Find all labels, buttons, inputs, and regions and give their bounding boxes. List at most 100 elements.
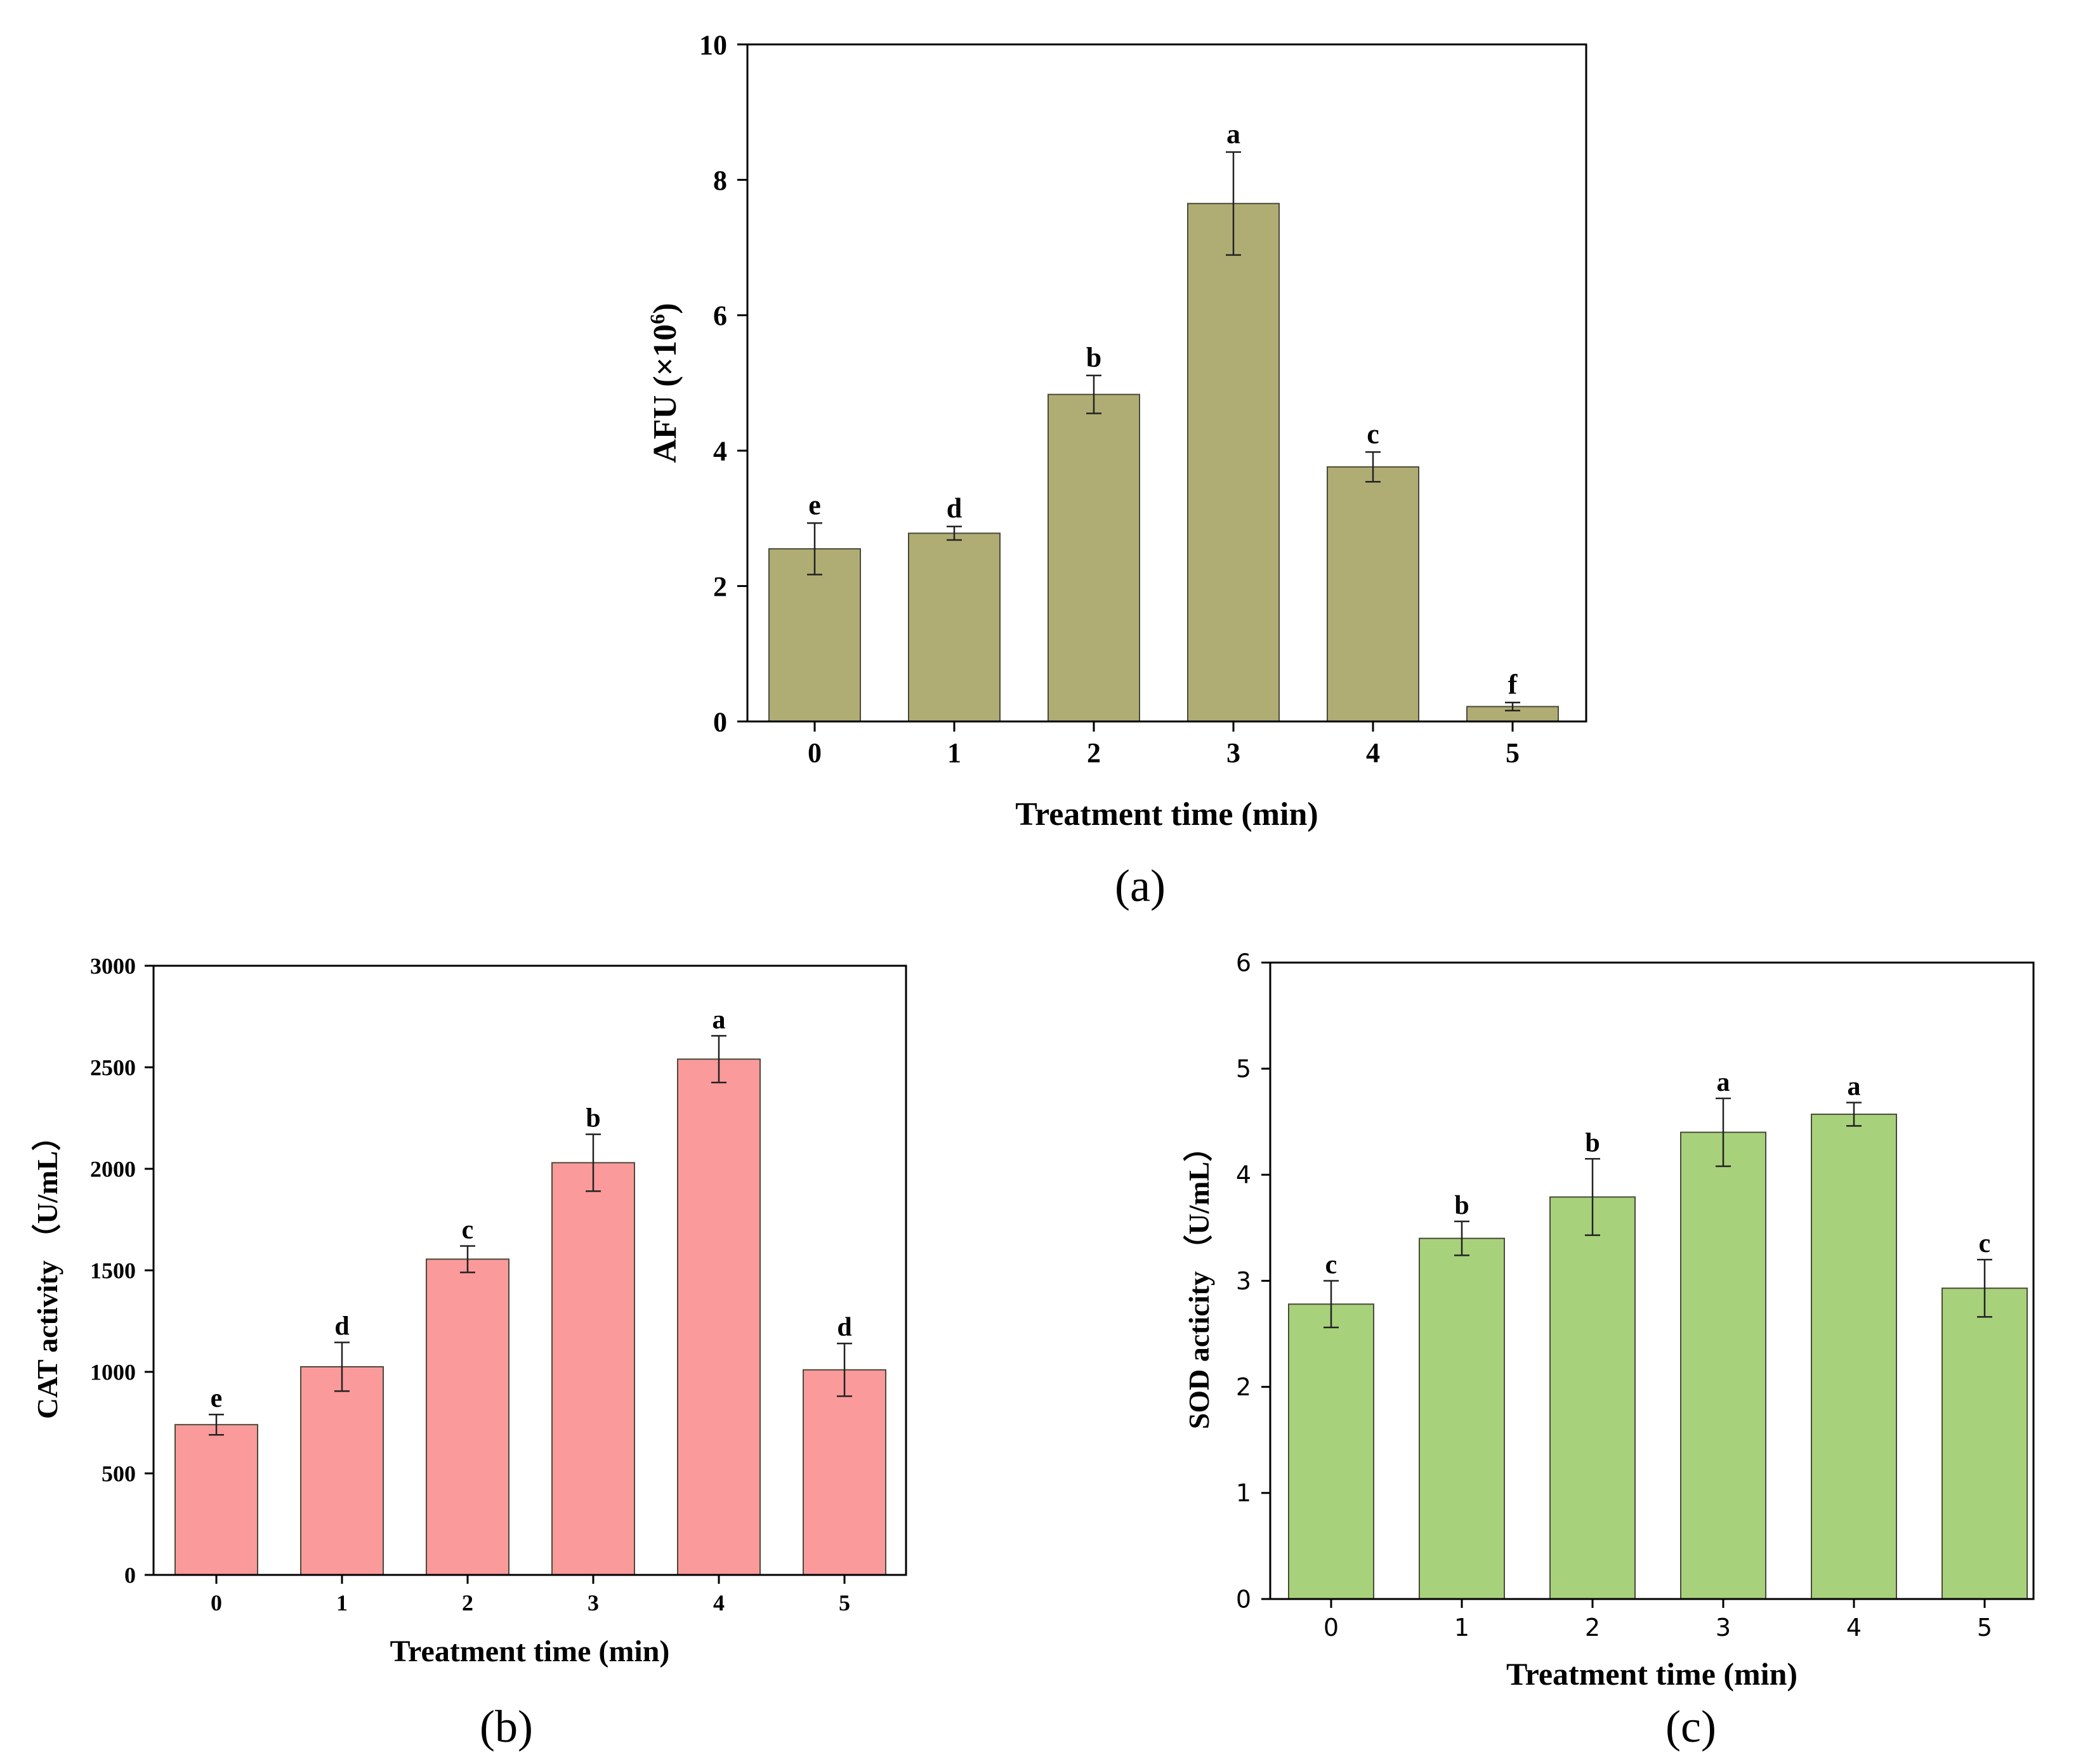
c-y-tick-label: 3 (1236, 1267, 1251, 1295)
b-x-tick-label: 2 (462, 1590, 473, 1616)
b-significance-letter-4: a (713, 1005, 726, 1034)
c-x-tick-label: 3 (1716, 1614, 1731, 1642)
a-bar-2 (1048, 393, 1140, 722)
panel-b-chart: e d c b a d 0 500 1000 1500 2000 2500 3000 0 1 2 3 4 5 Trea… (31, 954, 907, 1752)
c-error-bar-0 (1324, 1280, 1339, 1329)
c-x-tick-label: 5 (1977, 1614, 1992, 1642)
c-bar-3 (1680, 1131, 1766, 1600)
c-significance-letter-4: a (1848, 1072, 1861, 1102)
b-x-tick-label: 5 (839, 1590, 850, 1616)
a-significance-letter-5: f (1508, 669, 1518, 700)
b-y-tick-label: 2500 (90, 1055, 136, 1081)
b-bar-3 (551, 1162, 635, 1576)
a-y-tick-label: 0 (713, 706, 727, 737)
b-y-axis-title: CAT activity （U/mL） (31, 1122, 63, 1419)
c-bar-5 (1941, 1287, 2028, 1600)
c-bar-1 (1419, 1237, 1505, 1600)
b-error-bar-0 (209, 1413, 224, 1436)
a-x-tick-label: 0 (808, 737, 822, 768)
a-x-tick-label: 3 (1226, 737, 1240, 768)
a-y-tick-label: 4 (713, 436, 727, 467)
a-significance-letter-2: b (1086, 342, 1101, 373)
c-y-tick-label: 1 (1236, 1479, 1251, 1507)
a-significance-letter-4: c (1367, 418, 1379, 449)
b-significance-letter-3: b (586, 1104, 600, 1133)
a-y-tick-label: 8 (713, 165, 727, 196)
c-x-tick-label: 4 (1846, 1614, 1862, 1642)
a-bar-0 (768, 548, 861, 722)
a-significance-letter-1: d (947, 493, 962, 524)
c-bar-0 (1288, 1303, 1374, 1600)
c-error-bar-1 (1454, 1220, 1469, 1256)
b-y-tick-label: 1000 (90, 1360, 136, 1385)
b-significance-letter-0: e (211, 1384, 223, 1413)
b-panel-label: (b) (480, 1701, 533, 1752)
c-significance-letter-3: a (1717, 1068, 1730, 1097)
c-significance-letter-5: c (1979, 1229, 1991, 1258)
b-x-axis-title: Treatment time (min) (390, 1635, 670, 1668)
b-significance-letter-2: c (462, 1216, 474, 1245)
c-bar-2 (1549, 1196, 1636, 1600)
a-error-bar-4 (1365, 451, 1381, 483)
b-y-tick-label: 3000 (90, 954, 136, 979)
a-x-tick-label: 4 (1366, 737, 1380, 768)
c-error-bar-2 (1585, 1158, 1600, 1236)
a-significance-letter-3: a (1226, 119, 1240, 150)
b-error-bar-5 (837, 1342, 852, 1397)
c-x-tick-label: 2 (1585, 1614, 1600, 1642)
a-x-tick-label: 1 (947, 737, 961, 768)
a-y-tick-label: 6 (713, 300, 727, 331)
b-error-bar-2 (460, 1245, 475, 1274)
b-x-tick-label: 0 (211, 1590, 222, 1616)
b-y-tick-label: 500 (102, 1461, 136, 1487)
c-significance-letter-2: b (1585, 1128, 1600, 1157)
a-y-tick-label: 10 (699, 29, 727, 60)
a-error-bar-5 (1505, 701, 1520, 712)
b-bar-4 (677, 1058, 761, 1576)
a-error-bar-0 (807, 522, 822, 576)
c-error-bar-3 (1716, 1097, 1731, 1168)
c-error-bar-4 (1846, 1102, 1862, 1127)
c-bar-4 (1811, 1114, 1897, 1600)
a-panel-label: (a) (1115, 860, 1166, 911)
c-significance-letter-0: c (1325, 1251, 1337, 1280)
a-error-bar-3 (1226, 151, 1241, 256)
a-error-bar-1 (947, 525, 962, 541)
a-x-tick-label: 2 (1087, 737, 1101, 768)
panel-a-chart: e d b a c f 0 2 4 6 8 10 0 1 2 3 4 5 Treatment time (min) A… (646, 29, 1587, 911)
b-bar-1 (300, 1366, 384, 1576)
b-y-tick-label: 0 (124, 1563, 136, 1588)
a-plot-frame (746, 43, 1587, 723)
b-error-bar-4 (711, 1035, 726, 1084)
a-significance-letter-0: e (808, 489, 821, 520)
c-y-tick-label: 0 (1236, 1585, 1251, 1613)
b-x-tick-label: 4 (713, 1590, 725, 1616)
b-error-bar-3 (586, 1133, 601, 1192)
b-bar-2 (426, 1258, 509, 1576)
c-y-tick-label: 5 (1236, 1055, 1251, 1083)
b-y-tick-label: 1500 (90, 1258, 136, 1284)
c-x-tick-label: 0 (1324, 1614, 1339, 1642)
c-x-axis-title: Treatment time (min) (1506, 1656, 1797, 1692)
a-bar-3 (1187, 202, 1280, 722)
a-y-axis-title: AFU (×106) (646, 303, 683, 463)
c-y-tick-label: 4 (1236, 1161, 1251, 1189)
b-significance-letter-5: d (837, 1313, 851, 1342)
c-y-axis-title: SOD acticity （U/mL） (1183, 1133, 1215, 1430)
b-error-bar-1 (334, 1341, 350, 1392)
b-bar-0 (174, 1424, 258, 1576)
a-y-tick-label: 2 (713, 571, 727, 602)
b-x-tick-label: 3 (588, 1590, 599, 1616)
b-plot-frame (152, 964, 907, 1576)
a-bar-4 (1327, 466, 1419, 722)
c-y-tick-label: 2 (1236, 1373, 1251, 1401)
a-error-bar-2 (1086, 374, 1101, 414)
c-x-tick-label: 1 (1454, 1614, 1469, 1642)
b-y-tick-label: 2000 (90, 1157, 136, 1182)
panel-c-chart: c b b a a c 0 1 2 3 4 5 6 0 1 2 3 4 5 Treatment time (min) S… (1183, 949, 2035, 1752)
c-significance-letter-1: b (1454, 1191, 1469, 1220)
a-x-tick-label: 5 (1506, 737, 1520, 768)
c-plot-frame (1269, 961, 2035, 1600)
b-bar-5 (803, 1369, 886, 1576)
